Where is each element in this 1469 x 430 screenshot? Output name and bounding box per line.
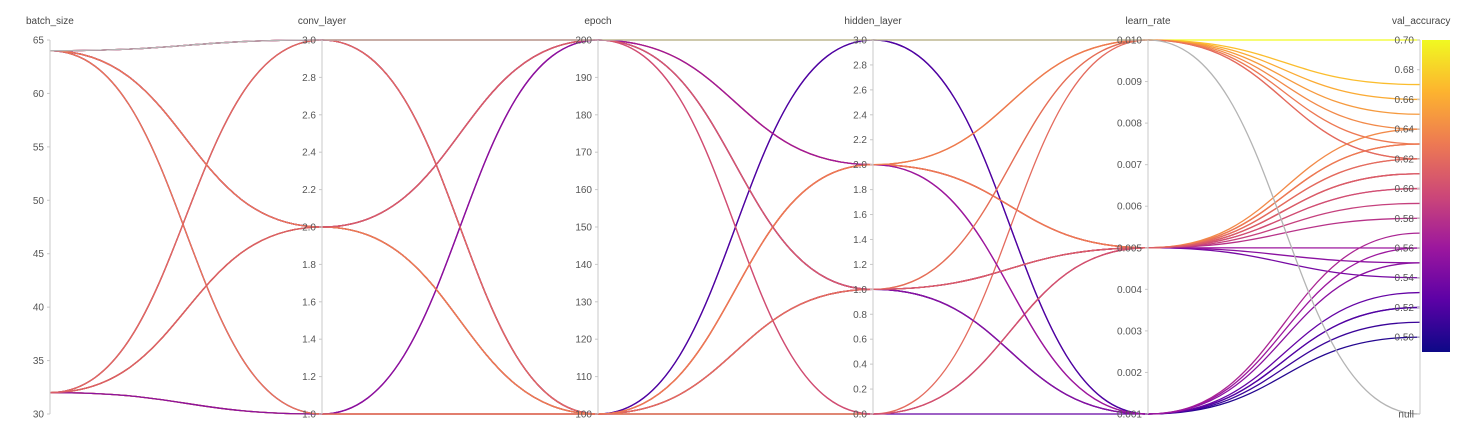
tick-label: 1.0 [853, 285, 867, 296]
tick-label: 2.8 [302, 73, 316, 84]
tick-label-null: null [1398, 410, 1414, 421]
tick-label: 0.009 [1117, 77, 1142, 88]
axis-title-learn_rate: learn_rate [1125, 16, 1170, 27]
tick-label: 0.006 [1117, 202, 1142, 213]
axis-title-batch_size: batch_size [26, 16, 74, 27]
tick-label: 0.56 [1395, 244, 1415, 255]
tick-label: 0.58 [1395, 214, 1415, 225]
tick-label: 0.2 [853, 385, 867, 396]
tick-label: 65 [33, 36, 45, 47]
tick-label: 0.6 [853, 335, 867, 346]
run-line [49, 39, 1421, 249]
tick-label: 0.004 [1117, 285, 1142, 296]
tick-label: 200 [575, 36, 592, 47]
run-line [49, 50, 1421, 415]
axis-title-epoch: epoch [584, 16, 611, 27]
tick-label: 40 [33, 303, 45, 314]
run-line [49, 39, 1421, 394]
tick-label: 0.007 [1117, 160, 1142, 171]
tick-label: 1.2 [853, 260, 867, 271]
tick-label: 0.68 [1395, 65, 1415, 76]
tick-label: 100 [575, 410, 592, 421]
tick-label: 160 [575, 185, 592, 196]
tick-label: 0.003 [1117, 326, 1142, 337]
run-line [49, 50, 1421, 415]
tick-label: 3.0 [853, 36, 867, 47]
tick-label: 0.62 [1395, 154, 1415, 165]
tick-label: 2.4 [302, 148, 316, 159]
tick-label: 1.4 [853, 235, 867, 246]
axis-title-conv_layer: conv_layer [298, 16, 347, 27]
tick-label: 1.8 [302, 260, 316, 271]
run-line [49, 50, 1421, 415]
tick-label: 50 [33, 196, 45, 207]
tick-label: 45 [33, 249, 45, 260]
tick-label: 3.0 [302, 36, 316, 47]
tick-label: 2.4 [853, 110, 867, 121]
tick-label: 1.8 [853, 185, 867, 196]
tick-label: 0.66 [1395, 95, 1415, 106]
tick-label: 0.50 [1395, 333, 1415, 344]
axis-title-val_accuracy: val_accuracy [1392, 16, 1450, 27]
colorbar [1422, 40, 1450, 352]
tick-label: 180 [575, 110, 592, 121]
run-line [49, 39, 1421, 415]
axis-title-hidden_layer: hidden_layer [844, 16, 902, 27]
tick-label: 2.6 [853, 85, 867, 96]
run-line [49, 39, 1421, 415]
run-line [49, 128, 1421, 415]
tick-label: 120 [575, 335, 592, 346]
tick-label: 2.0 [302, 223, 316, 234]
tick-label: 1.4 [302, 335, 316, 346]
tick-label: 2.6 [302, 110, 316, 121]
tick-label: 0.70 [1395, 36, 1415, 47]
tick-label: 1.6 [302, 297, 316, 308]
run-line [49, 50, 1421, 415]
run-line [49, 39, 1421, 415]
colorbar-gradient [1422, 40, 1450, 352]
tick-label: 140 [575, 260, 592, 271]
tick-label: 2.2 [853, 135, 867, 146]
tick-label: 2.8 [853, 60, 867, 71]
run-lines [49, 39, 1421, 415]
tick-label: 0.8 [853, 310, 867, 321]
run-line [49, 39, 1421, 394]
tick-label: 60 [33, 89, 45, 100]
tick-label: 0.64 [1395, 125, 1415, 136]
tick-label: 1.2 [302, 372, 316, 383]
run-line [49, 50, 1421, 415]
tick-label: 35 [33, 356, 45, 367]
tick-label: 55 [33, 142, 45, 153]
tick-label: 0.010 [1117, 36, 1142, 47]
tick-label: 0.008 [1117, 119, 1142, 130]
tick-label: 0.0 [853, 410, 867, 421]
tick-label: 0.54 [1395, 273, 1415, 284]
tick-label: 0.005 [1117, 243, 1142, 254]
tick-label: 2.2 [302, 185, 316, 196]
tick-label: 150 [575, 223, 592, 234]
tick-label: 170 [575, 148, 592, 159]
tick-label: 0.4 [853, 360, 867, 371]
tick-label: 1.6 [853, 210, 867, 221]
run-line [49, 39, 1421, 394]
tick-label: 190 [575, 73, 592, 84]
axes: batch_size 30 35 40 45 50 55 60 65 conv_layer 1.0 1… [26, 16, 1450, 421]
tick-label: 0.52 [1395, 303, 1415, 314]
tick-label: 0.001 [1117, 410, 1142, 421]
tick-label: 0.002 [1117, 368, 1142, 379]
run-line [49, 39, 1421, 394]
tick-label: 1.0 [302, 410, 316, 421]
tick-label: 2.0 [853, 160, 867, 171]
tick-label: 130 [575, 297, 592, 308]
tick-label: 30 [33, 410, 45, 421]
tick-label: 0.60 [1395, 184, 1415, 195]
tick-label: 110 [576, 372, 592, 383]
